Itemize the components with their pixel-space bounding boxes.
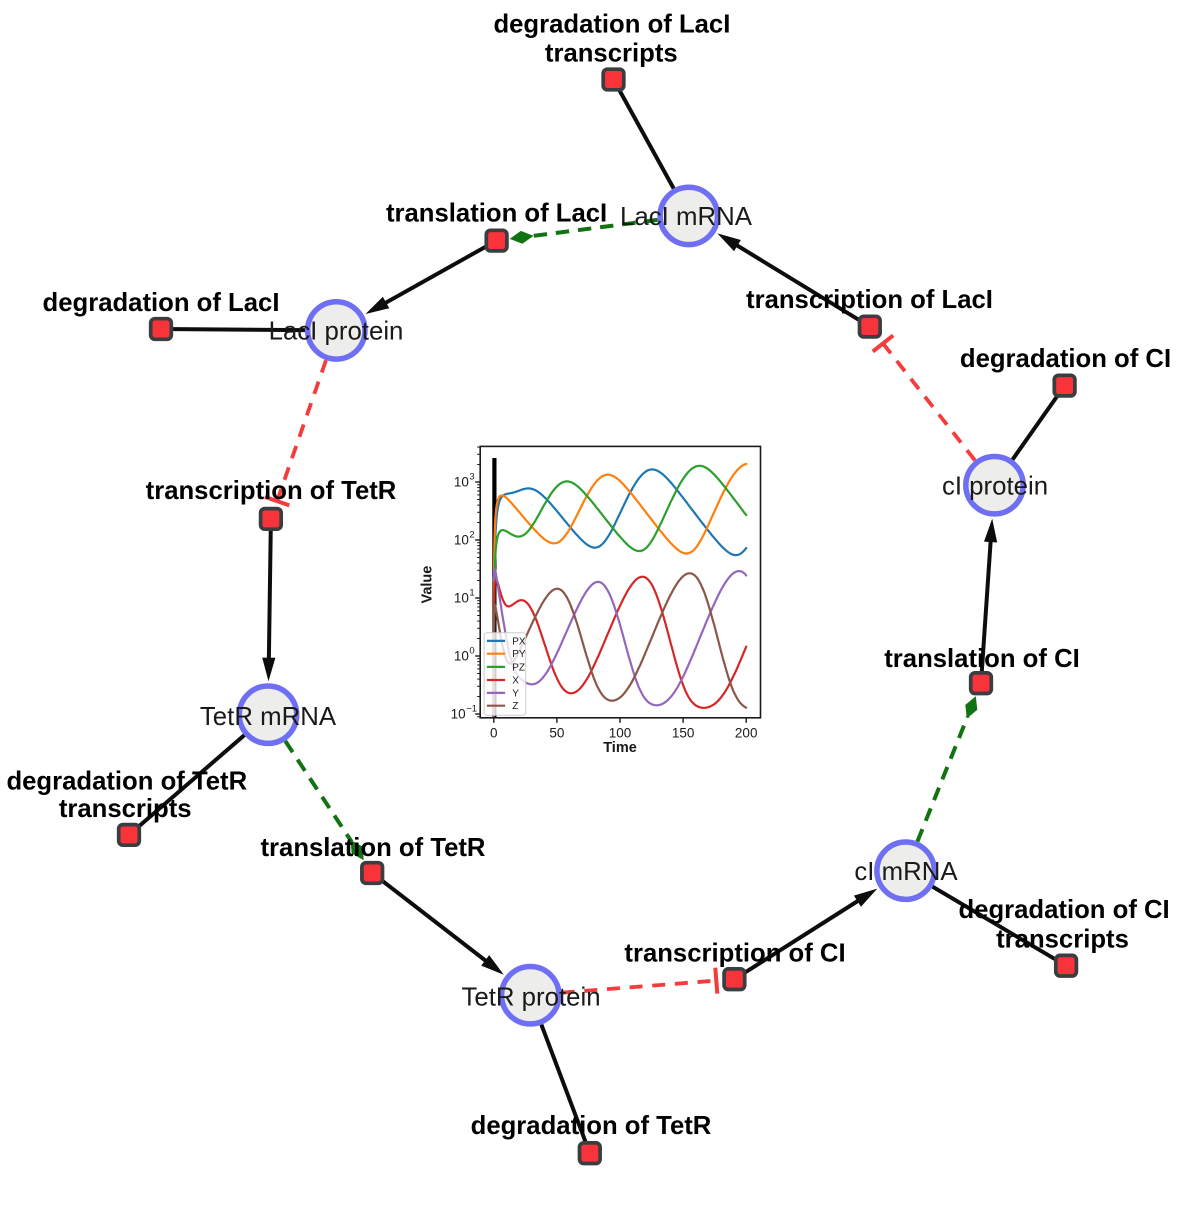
svg-text:0: 0 <box>490 726 498 741</box>
svg-text:Y: Y <box>512 688 519 699</box>
svg-text:10: 10 <box>454 591 469 606</box>
svg-text:cI mRNA: cI mRNA <box>854 858 958 886</box>
svg-text:LacI mRNA: LacI mRNA <box>620 203 753 231</box>
svg-text:200: 200 <box>735 726 758 741</box>
svg-text:10: 10 <box>454 533 469 548</box>
svg-text:100: 100 <box>609 726 632 741</box>
svg-text:cI protein: cI protein <box>942 473 1048 501</box>
svg-text:transcripts: transcripts <box>59 795 192 823</box>
svg-text:X: X <box>512 676 519 687</box>
svg-text:translation of CI: translation of CI <box>884 645 1080 673</box>
svg-text:0: 0 <box>469 646 474 657</box>
svg-text:PX: PX <box>512 636 526 647</box>
svg-text:TetR mRNA: TetR mRNA <box>200 703 337 731</box>
svg-text:LacI protein: LacI protein <box>269 318 404 346</box>
svg-text:degradation of LacI: degradation of LacI <box>493 11 730 39</box>
svg-text:TetR protein: TetR protein <box>461 984 600 1012</box>
svg-text:Value: Value <box>420 566 436 604</box>
svg-text:transcription of CI: transcription of CI <box>624 940 845 968</box>
svg-text:PY: PY <box>512 649 526 660</box>
svg-text:−1: −1 <box>466 704 477 715</box>
svg-text:Time: Time <box>603 740 637 756</box>
svg-text:transcripts: transcripts <box>545 39 678 67</box>
svg-text:PZ: PZ <box>512 662 525 673</box>
svg-text:transcription of TetR: transcription of TetR <box>146 477 397 505</box>
svg-text:10: 10 <box>454 475 469 490</box>
svg-text:3: 3 <box>469 472 474 483</box>
svg-text:10: 10 <box>451 707 466 722</box>
svg-text:degradation of TetR: degradation of TetR <box>471 1112 712 1140</box>
svg-text:Z: Z <box>512 701 518 712</box>
svg-text:degradation of LacI: degradation of LacI <box>43 289 280 317</box>
svg-text:10: 10 <box>454 649 469 664</box>
svg-text:50: 50 <box>549 726 564 741</box>
svg-text:2: 2 <box>469 530 474 541</box>
svg-text:translation of TetR: translation of TetR <box>260 834 485 862</box>
svg-text:transcripts: transcripts <box>996 925 1129 953</box>
svg-text:degradation of CI: degradation of CI <box>958 896 1169 924</box>
svg-text:degradation of CI: degradation of CI <box>960 345 1171 373</box>
svg-text:1: 1 <box>469 588 474 599</box>
svg-text:degradation of TetR: degradation of TetR <box>6 767 247 795</box>
svg-text:translation of LacI: translation of LacI <box>386 199 607 227</box>
svg-text:transcription of LacI: transcription of LacI <box>746 286 993 314</box>
svg-text:150: 150 <box>672 726 695 741</box>
